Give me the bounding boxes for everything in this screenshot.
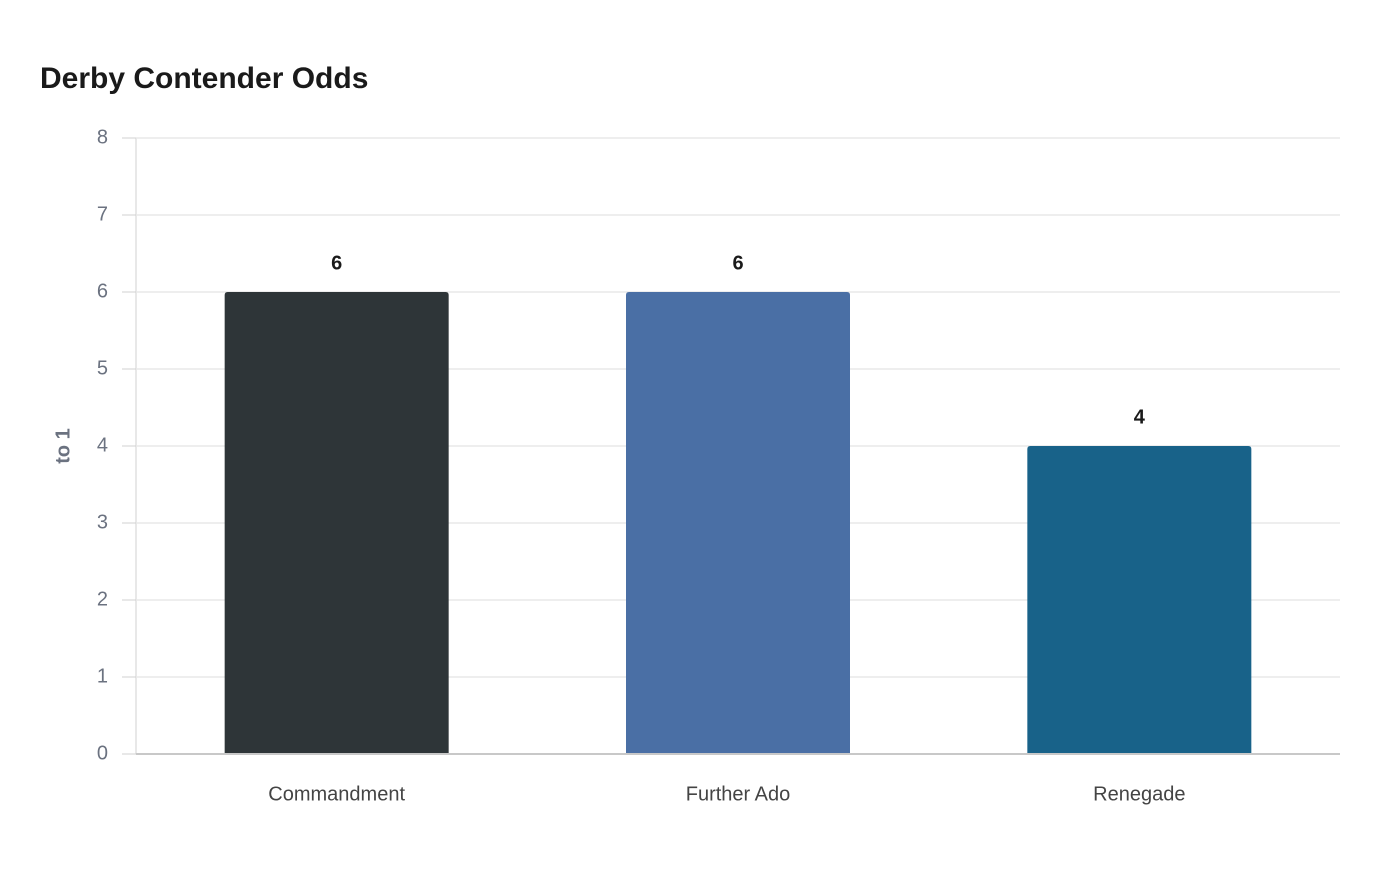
data-label: 6 bbox=[331, 252, 342, 274]
y-tick-label: 4 bbox=[97, 434, 108, 456]
y-axis-label: to 1 bbox=[52, 428, 74, 464]
y-tick-label: 2 bbox=[97, 588, 108, 610]
chart-title: Derby Contender Odds bbox=[40, 62, 368, 95]
y-tick-label: 7 bbox=[97, 203, 108, 225]
data-label: 4 bbox=[1134, 406, 1146, 428]
bar bbox=[1027, 446, 1252, 754]
x-tick-label: Further Ado bbox=[686, 783, 791, 805]
y-tick-label: 5 bbox=[97, 357, 108, 379]
y-tick-label: 6 bbox=[97, 280, 108, 302]
y-tick-label: 8 bbox=[97, 126, 108, 148]
y-tick-label: 1 bbox=[97, 665, 108, 687]
data-label: 6 bbox=[732, 252, 743, 274]
x-tick-label: Renegade bbox=[1093, 783, 1185, 805]
x-tick-label: Commandment bbox=[268, 783, 405, 805]
bar bbox=[626, 292, 850, 754]
y-tick-label: 0 bbox=[97, 742, 108, 764]
y-tick-label: 3 bbox=[97, 511, 108, 533]
bar bbox=[224, 292, 449, 754]
